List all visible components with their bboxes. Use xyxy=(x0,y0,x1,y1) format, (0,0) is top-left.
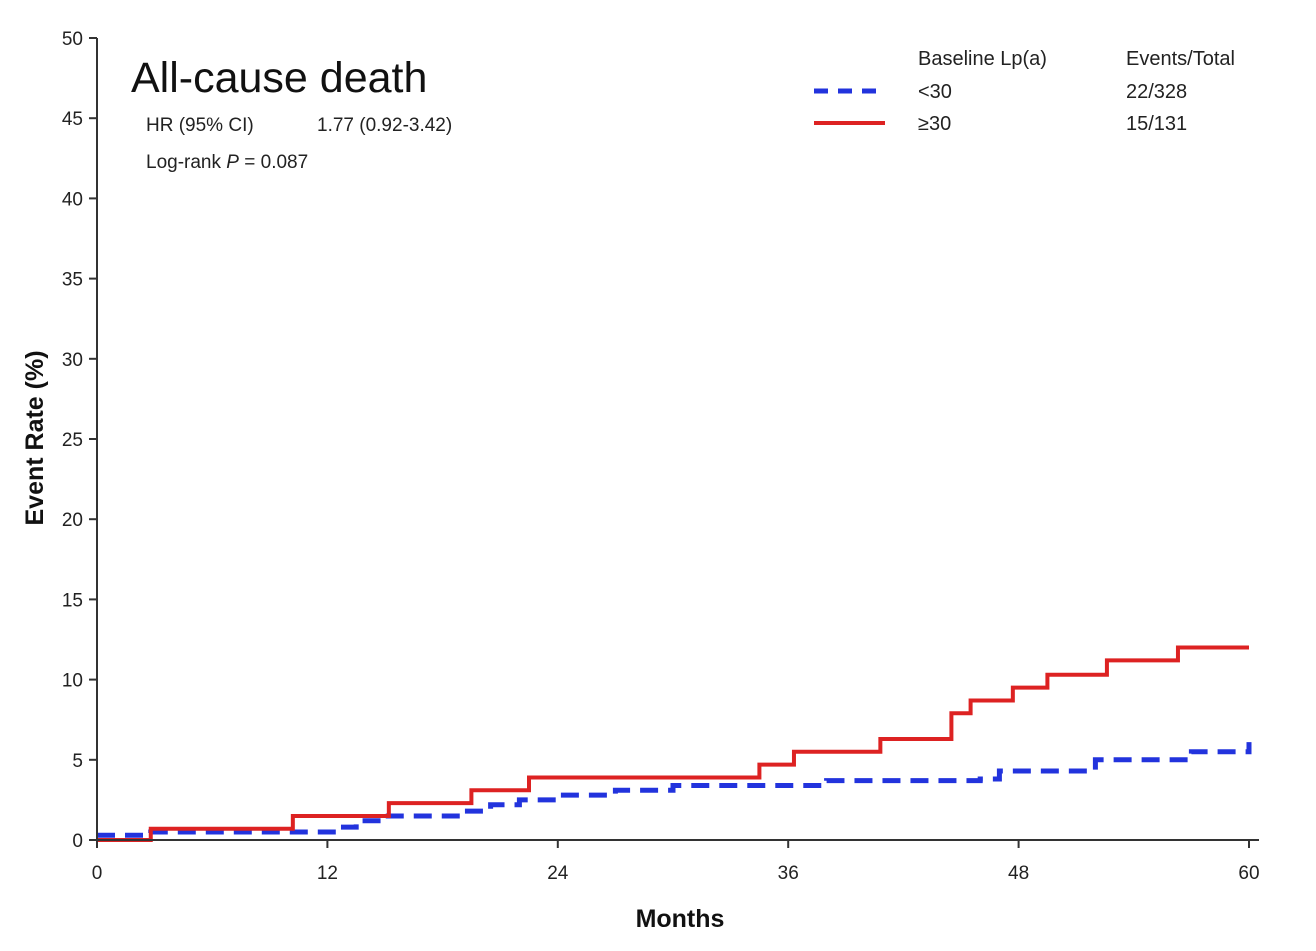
legend-label: <30 xyxy=(918,81,952,103)
y-tick-label: 0 xyxy=(72,831,83,852)
plot-lines xyxy=(97,645,1252,842)
x-axis-title: Months xyxy=(636,905,725,933)
y-tick-label: 15 xyxy=(62,590,83,611)
x-tick-label: 12 xyxy=(317,863,338,884)
logrank-p: P xyxy=(226,152,239,173)
chart-title: All-cause death xyxy=(131,54,427,102)
logrank-text: Log-rank P = 0.087 xyxy=(146,152,308,173)
logrank-prefix: Log-rank xyxy=(146,152,226,173)
series-line-low xyxy=(97,742,1252,838)
logrank-value: = 0.087 xyxy=(239,152,308,173)
y-tick-label: 25 xyxy=(62,430,83,451)
x-tick-label: 60 xyxy=(1238,863,1259,884)
x-ticks: 0 12 24 36 48 60 xyxy=(92,840,1260,884)
legend-events: 22/328 xyxy=(1126,81,1187,103)
y-axis-title: Event Rate (%) xyxy=(21,350,49,525)
y-tick-label: 30 xyxy=(62,350,83,371)
x-tick-label: 24 xyxy=(547,863,569,884)
legend-header-events: Events/Total xyxy=(1126,48,1235,70)
y-tick-label: 35 xyxy=(62,270,83,291)
legend-label: ≥30 xyxy=(918,113,951,135)
legend-header-group: Baseline Lp(a) xyxy=(918,48,1047,70)
legend-events: 15/131 xyxy=(1126,113,1187,135)
hr-value: 1.77 (0.92-3.42) xyxy=(317,115,452,136)
legend-rows: <30 22/328 ≥30 15/131 xyxy=(814,81,1187,135)
x-tick-label: 48 xyxy=(1008,863,1029,884)
y-ticks: 0 5 10 15 20 25 30 35 40 45 50 xyxy=(62,29,97,852)
series-line-high xyxy=(97,645,1249,842)
y-tick-label: 20 xyxy=(62,510,83,531)
x-tick-label: 0 xyxy=(92,863,103,884)
hr-label: HR (95% CI) xyxy=(146,115,254,136)
y-tick-label: 5 xyxy=(72,751,83,772)
y-tick-label: 45 xyxy=(62,109,83,130)
y-tick-label: 50 xyxy=(62,29,83,50)
x-tick-label: 36 xyxy=(778,863,799,884)
y-tick-label: 40 xyxy=(62,189,83,210)
y-tick-label: 10 xyxy=(62,671,83,692)
